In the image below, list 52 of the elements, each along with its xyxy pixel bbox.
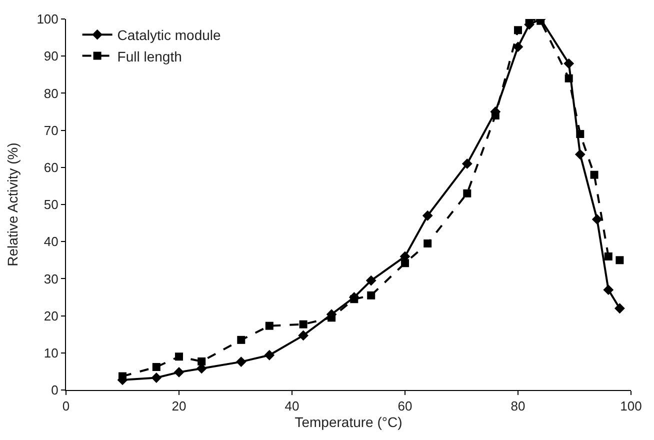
point (592, 214, 602, 225)
x-tick-label: 40 (284, 398, 300, 414)
y-tick-label: 40 (44, 234, 58, 250)
y-tick-label: 30 (44, 271, 58, 286)
x-tick-label: 60 (398, 398, 412, 414)
y-tick-label: 80 (44, 86, 58, 101)
y-tick-label: 60 (44, 160, 58, 175)
x-tick-label: 0 (62, 398, 70, 414)
point (422, 210, 433, 221)
point (614, 303, 625, 314)
point (264, 350, 275, 360)
y-tick-label: 20 (44, 308, 58, 324)
y-tick-label: 90 (44, 48, 58, 64)
x-tick-label: 20 (172, 398, 186, 414)
point (152, 363, 160, 371)
y-tick-label: 70 (44, 122, 58, 138)
point (198, 357, 206, 366)
legend-label: Full length (117, 48, 182, 64)
point (350, 295, 358, 304)
point (564, 58, 574, 69)
point (512, 42, 524, 52)
y-tick-label: 10 (44, 345, 58, 360)
x-tick-label: 100 (620, 398, 642, 414)
legend-label: Catalytic module (117, 27, 222, 44)
point (590, 170, 598, 179)
point (236, 356, 246, 367)
point (576, 130, 584, 138)
point (298, 330, 308, 341)
point (366, 275, 376, 286)
point (574, 149, 586, 160)
point (299, 320, 308, 328)
point (564, 74, 573, 82)
point (462, 158, 472, 169)
y-axis-title: Relative Activity (%) (4, 142, 20, 266)
x-axis-title: Temperature (°C) (294, 414, 402, 430)
point (367, 291, 376, 300)
point (174, 366, 184, 378)
point (424, 239, 432, 248)
point (237, 336, 246, 344)
point (401, 259, 409, 268)
point (603, 284, 614, 296)
y-tick-label: 100 (36, 12, 58, 27)
point (616, 256, 624, 264)
point (151, 372, 162, 383)
point (514, 26, 522, 34)
y-tick-label: 0 (51, 382, 58, 398)
x-tick-label: 80 (510, 398, 526, 414)
point (463, 189, 472, 198)
point (604, 252, 612, 260)
y-tick-label: 50 (44, 197, 58, 212)
point (175, 352, 183, 361)
point (265, 322, 274, 330)
